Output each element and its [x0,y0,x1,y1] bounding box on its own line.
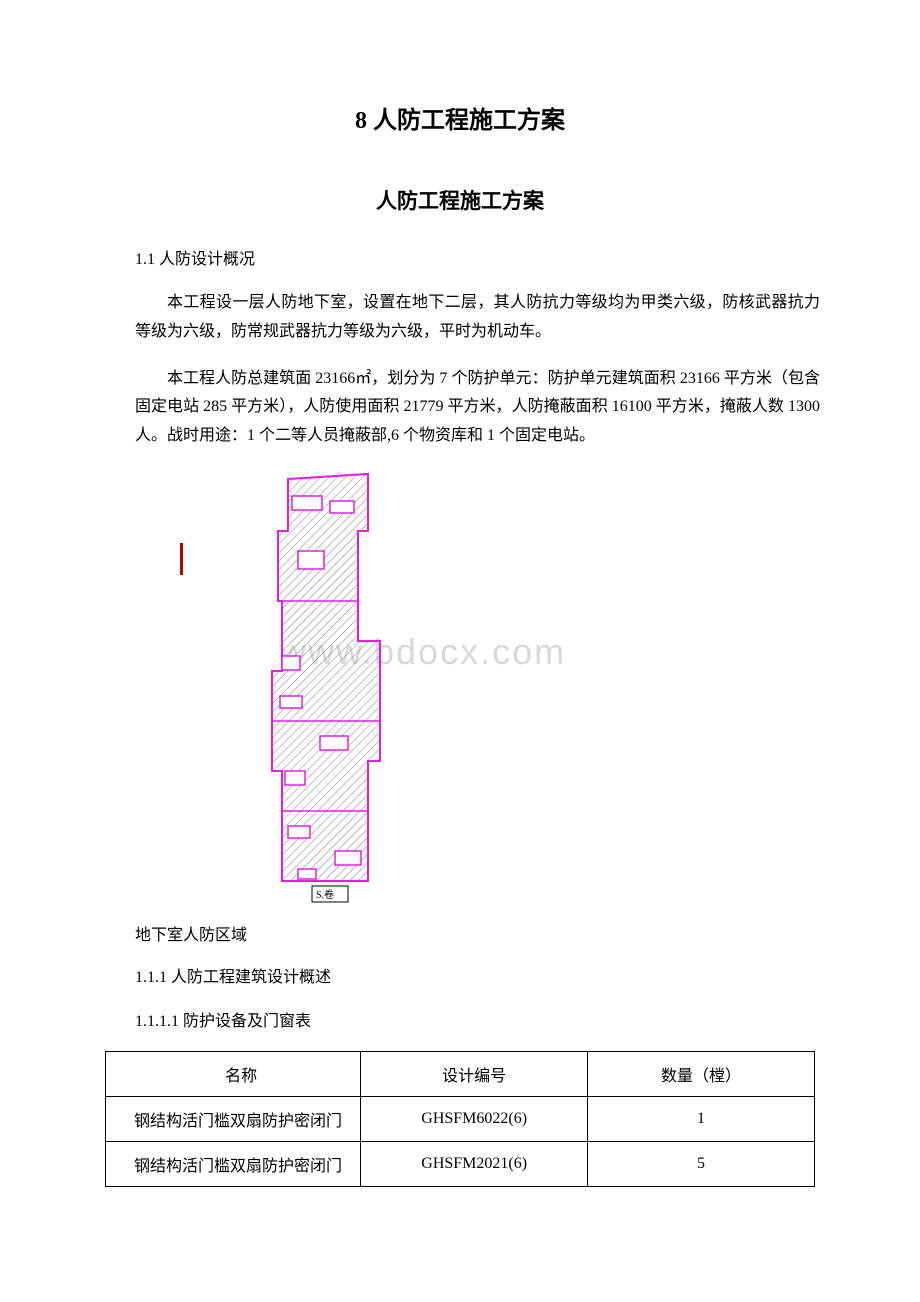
diagram-caption: 地下室人防区域 [135,921,830,945]
table-header-qty: 数量（樘） [588,1051,815,1096]
table-header-row: 名称 设计编号 数量（樘） [106,1051,815,1096]
table-cell-qty: 5 [588,1141,815,1186]
document-subtitle: 人防工程施工方案 [90,185,830,215]
table-cell-name: 钢结构活门槛双扇防护密闭门 [106,1141,361,1186]
paragraph-2: 本工程人防总建筑面 23166㎡，划分为 7 个防护单元：防护单元建筑面积 23… [135,365,820,451]
paragraph-1: 本工程设一层人防地下室，设置在地下二层，其人防抗力等级均为甲类六级，防核武器抗力… [135,289,820,347]
table-row: 钢结构活门槛双扇防护密闭门 GHSFM6022(6) 1 [106,1096,815,1141]
floorplan-diagram: S.卷 [250,471,460,911]
table-row: 钢结构活门槛双扇防护密闭门 GHSFM2021(6) 5 [106,1141,815,1186]
table-cell-code: GHSFM6022(6) [361,1096,588,1141]
document-title: 8 人防工程施工方案 [90,100,830,135]
section-heading-1-1-1: 1.1.1 人防工程建筑设计概述 [135,963,830,987]
table-header-name: 名称 [106,1051,361,1096]
equipment-table: 名称 设计编号 数量（樘） 钢结构活门槛双扇防护密闭门 GHSFM6022(6)… [105,1051,815,1187]
table-cell-qty: 1 [588,1096,815,1141]
table-cell-name: 钢结构活门槛双扇防护密闭门 [106,1096,361,1141]
section-heading-1-1-1-1: 1.1.1.1 防护设备及门窗表 [135,1007,830,1031]
table-header-code: 设计编号 [361,1051,588,1096]
table-cell-code: GHSFM2021(6) [361,1141,588,1186]
section-heading-1-1: 1.1 人防设计概况 [135,245,830,269]
diagram-label: S.卷 [316,888,334,901]
equipment-table-container: 名称 设计编号 数量（樘） 钢结构活门槛双扇防护密闭门 GHSFM6022(6)… [105,1051,815,1187]
diagram-container: www.bdocx.com S.卷 [180,471,700,911]
red-marker [180,543,183,575]
